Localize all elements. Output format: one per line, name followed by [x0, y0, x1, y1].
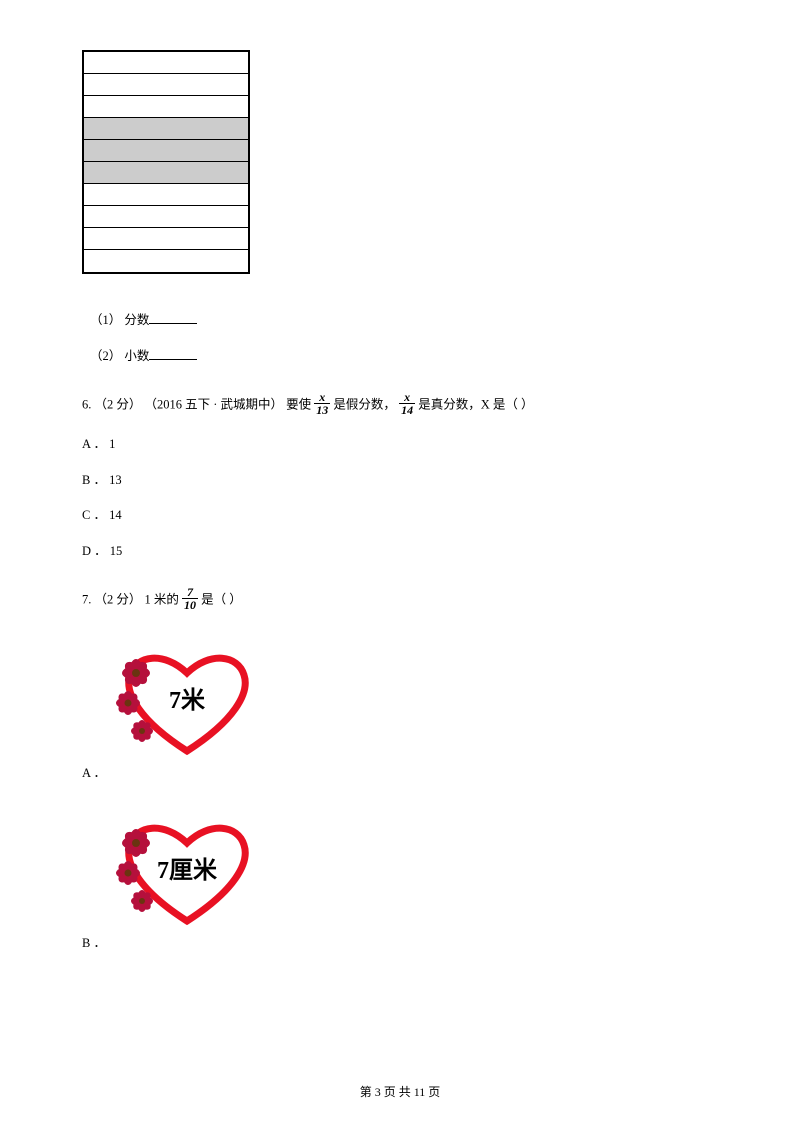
sub-question-2: （2） 小数 — [90, 348, 718, 366]
q6-option-c: C ． 14 — [82, 507, 718, 525]
heart-option-a: 7米 — [112, 643, 262, 759]
fraction-denominator: 10 — [182, 598, 198, 611]
fraction-x-14: x 14 — [399, 391, 415, 416]
fraction-7-10: 7 10 — [182, 586, 198, 611]
bar-row — [84, 206, 248, 228]
bar-row — [84, 74, 248, 96]
blank-line — [149, 312, 197, 324]
fraction-bar-diagram — [82, 50, 250, 274]
bar-row — [84, 250, 248, 272]
bar-row-shaded — [84, 140, 248, 162]
fraction-numerator: 7 — [182, 586, 198, 598]
bar-row-shaded — [84, 162, 248, 184]
q6-option-a: A ． 1 — [82, 436, 718, 454]
bar-row — [84, 52, 248, 74]
sub-q2-label: （2） 小数 — [90, 349, 149, 363]
question-6: 6. （2 分） （2016 五下 · 武城期中） 要使 x 13 是假分数， … — [82, 393, 718, 418]
q6-prefix: 6. （2 分） （2016 五下 · 武城期中） 要使 — [82, 397, 314, 411]
bar-row — [84, 228, 248, 250]
fraction-x-13: x 13 — [314, 391, 330, 416]
fraction-numerator: x — [314, 391, 330, 403]
page-footer: 第 3 页 共 11 页 — [0, 1083, 800, 1100]
sub-question-1: （1） 分数 — [90, 312, 718, 330]
fraction-denominator: 13 — [314, 403, 330, 416]
bar-row-shaded — [84, 118, 248, 140]
heart-option-b: 7厘米 — [112, 813, 262, 929]
q7-prefix: 7. （2 分） 1 米的 — [82, 592, 179, 606]
heart-a-text: 7米 — [112, 685, 262, 719]
bar-row — [84, 184, 248, 206]
q6-suffix: 是真分数，X 是（ ） — [418, 397, 533, 411]
q6-option-d: D ． 15 — [82, 543, 718, 561]
q7-option-b-label: B ． — [82, 935, 718, 953]
q7-option-a-label: A ． — [82, 765, 718, 783]
fraction-numerator: x — [399, 391, 415, 403]
bar-row — [84, 96, 248, 118]
blank-line — [149, 348, 197, 360]
q7-suffix: 是（ ） — [201, 592, 242, 606]
fraction-denominator: 14 — [399, 403, 415, 416]
sub-q1-label: （1） 分数 — [90, 313, 149, 327]
question-7: 7. （2 分） 1 米的 7 10 是（ ） — [82, 588, 718, 613]
heart-b-text: 7厘米 — [112, 855, 262, 889]
q6-mid: 是假分数， — [333, 397, 399, 411]
q6-option-b: B ． 13 — [82, 472, 718, 490]
